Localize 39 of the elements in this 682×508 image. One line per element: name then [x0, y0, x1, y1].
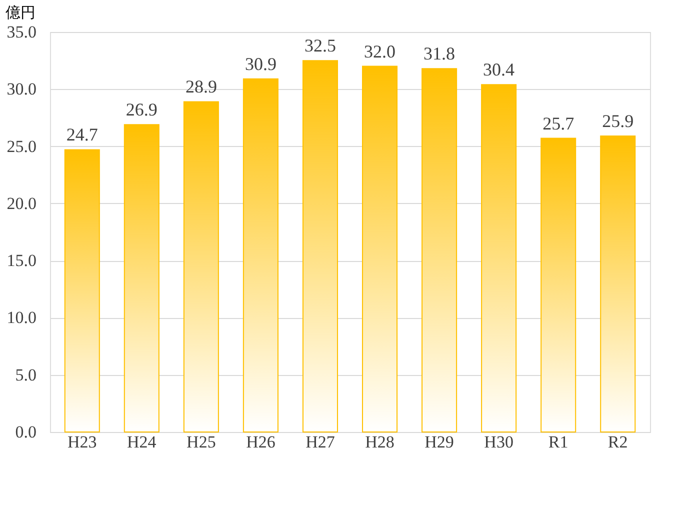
y-axis-title: 億円: [6, 4, 36, 22]
data-label: 32.5: [304, 36, 336, 56]
x-tick-label: H29: [424, 432, 454, 452]
y-tick-label: 5.0: [15, 365, 36, 384]
bar: [540, 138, 576, 432]
data-label: 24.7: [66, 124, 98, 145]
x-tick-label: H28: [365, 432, 394, 452]
data-label: 30.9: [244, 54, 276, 74]
data-label: 31.8: [424, 44, 456, 64]
y-tick-label: 25.0: [6, 136, 36, 156]
data-label: 25.7: [542, 113, 574, 134]
data-label: 32.0: [364, 41, 396, 62]
y-tick-label: 15.0: [6, 251, 36, 270]
x-tick-label: H26: [246, 432, 276, 452]
x-tick-label: H30: [484, 432, 514, 452]
x-tick-label: R1: [548, 432, 568, 452]
y-tick-label: 20.0: [6, 194, 36, 213]
bar: [64, 149, 100, 432]
bar: [124, 124, 160, 432]
x-tick-label: H23: [68, 432, 97, 452]
x-tick-label: H25: [186, 432, 216, 452]
data-label: 28.9: [185, 76, 217, 97]
y-tick-label: 35.0: [6, 22, 36, 42]
y-tick-label: 30.0: [6, 80, 36, 99]
bar: [481, 84, 517, 432]
x-tick-label: H24: [127, 432, 157, 452]
data-label: 26.9: [126, 100, 158, 120]
y-tick-label: 0.0: [15, 422, 36, 442]
data-label: 25.9: [602, 111, 634, 131]
bar: [302, 60, 338, 432]
data-label: 30.4: [483, 60, 515, 80]
bar: [362, 66, 398, 432]
bar: [600, 136, 636, 432]
bar: [422, 68, 458, 432]
bar: [242, 78, 278, 432]
x-tick-label: R2: [608, 432, 628, 452]
bar: [183, 101, 219, 432]
y-tick-label: 10.0: [6, 308, 36, 328]
x-tick-label: H27: [306, 432, 336, 452]
